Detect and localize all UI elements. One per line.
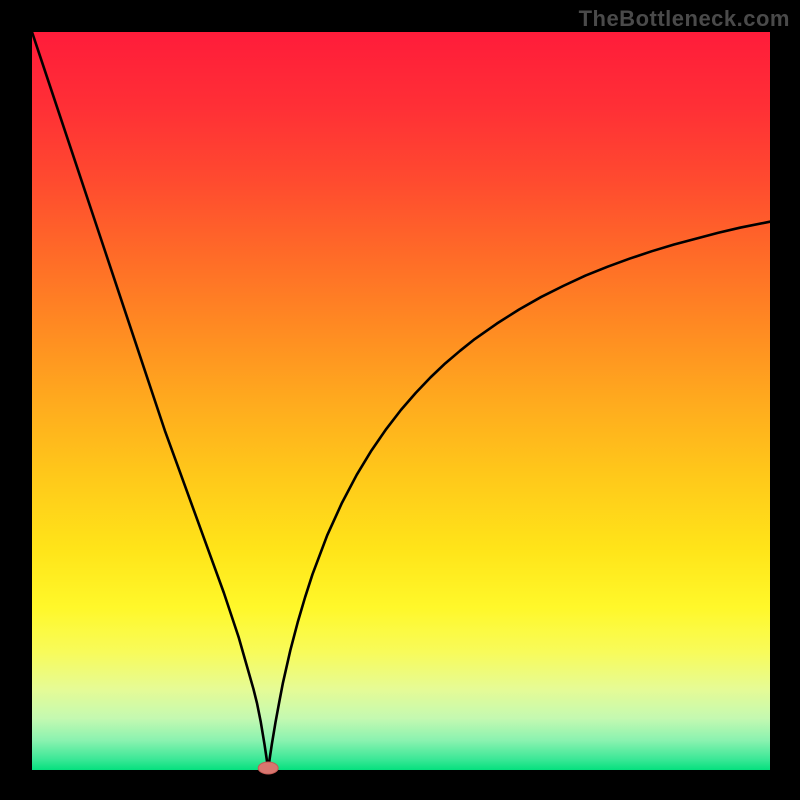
optimal-point-marker — [258, 762, 278, 774]
chart-container: TheBottleneck.com — [0, 0, 800, 800]
watermark-text: TheBottleneck.com — [579, 6, 790, 32]
bottleneck-chart — [0, 0, 800, 800]
plot-background — [32, 32, 770, 770]
